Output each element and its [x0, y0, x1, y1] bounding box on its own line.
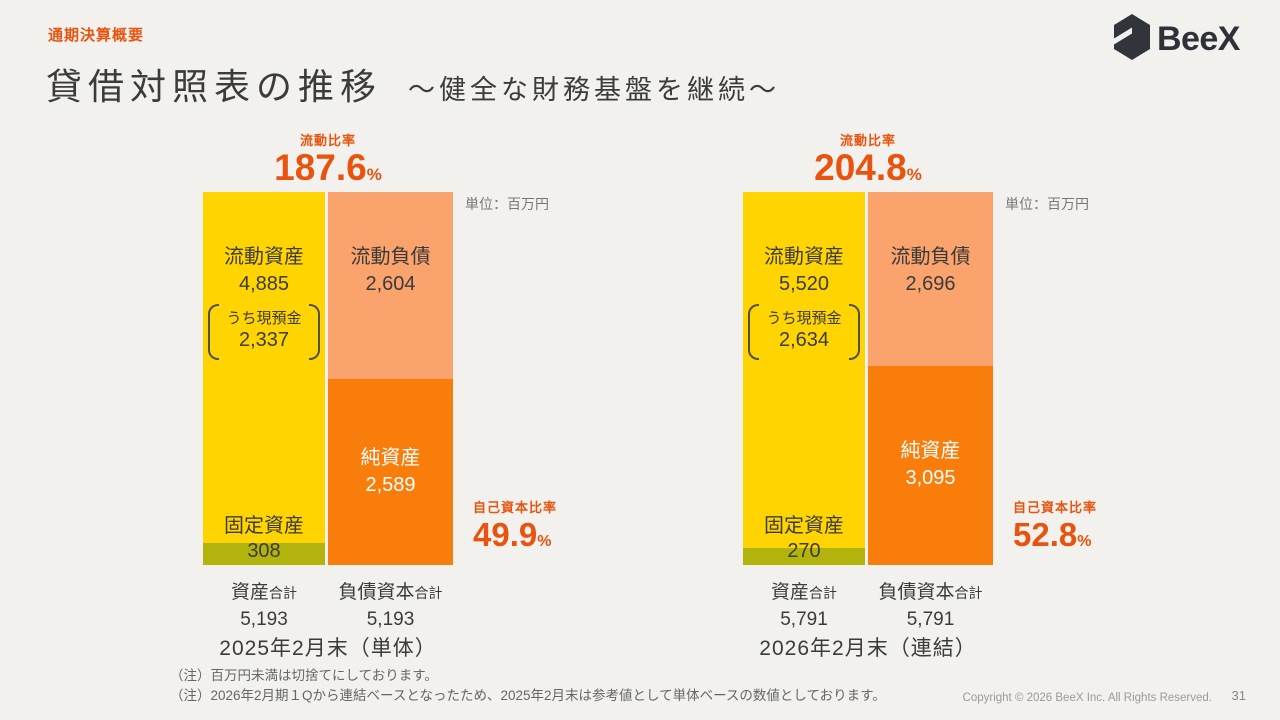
current-assets-value: 5,520 [778, 273, 830, 295]
fixed-assets-labels: 固定資産 270 [743, 514, 865, 564]
cash-value: 2,337 [238, 329, 290, 351]
assets-total-suffix: 合計 [809, 585, 837, 601]
liabilities-total-label: 負債資本 [878, 582, 955, 603]
current-assets-label: 流動資産 [764, 246, 844, 268]
liabilities-bar: 純資産 2,589 流動負債 2,604 [328, 192, 453, 565]
current-assets-label: 流動資産 [224, 246, 304, 268]
net-assets-value: 2,589 [365, 474, 416, 496]
assets-total-value: 5,193 [240, 609, 288, 630]
page-subtitle: ～健全な財務基盤を継続～ [408, 75, 781, 105]
liabilities-bar: 純資産 3,095 流動負債 2,696 [868, 192, 993, 565]
chart-caption: 2026年2月末（連結） [759, 637, 977, 660]
beex-logo-text: BeeX [1156, 20, 1241, 58]
assets-total-suffix: 合計 [269, 585, 297, 601]
current-liabilities-segment [868, 192, 993, 366]
current-ratio-label: 流動比率 [839, 133, 896, 148]
liabilities-total: 負債資本合計 5,193 [328, 577, 453, 631]
percent-sign: % [906, 165, 922, 184]
current-assets-value: 4,885 [238, 273, 290, 295]
net-assets-segment: 純資産 3,095 [868, 365, 993, 565]
equity-ratio-block: 自己資本比率 52.8% [1013, 497, 1097, 554]
net-assets-segment: 純資産 2,589 [328, 379, 453, 565]
equity-ratio-label: 自己資本比率 [473, 500, 558, 515]
cash-bracket-block: うち現預金 2,634 [748, 304, 860, 360]
assets-total-label: 資産 [770, 582, 809, 603]
fixed-assets-label: 固定資産 [224, 515, 304, 537]
assets-total: 資産合計 5,791 [743, 577, 865, 631]
fixed-assets-label: 固定資産 [764, 515, 844, 537]
footnote-2: （注）2026年2月期１Qから連結ベースとなったため、2025年2月末は参考値と… [170, 688, 886, 703]
assets-total: 資産合計 5,193 [203, 577, 325, 631]
equity-ratio-block: 自己資本比率 49.9% [473, 497, 557, 554]
page-number: 31 [1231, 688, 1246, 703]
stacked-bars: 流動資産 5,520 うち現預金 2,634 固定資産 270 純資産 3,09… [743, 192, 993, 565]
footnotes: （注）百万円未満は切捨てにしております。 （注）2026年2月期１Qから連結ベー… [170, 666, 886, 706]
stacked-bars: 流動資産 4,885 うち現預金 2,337 固定資産 308 純資産 2,58… [203, 192, 453, 565]
cash-bracket-block: うち現預金 2,337 [208, 304, 320, 360]
cash-label: うち現預金 [766, 310, 842, 327]
current-liabilities-label: 流動負債 [890, 246, 971, 268]
cash-label: うち現預金 [226, 310, 302, 327]
equity-ratio-value: 52.8% [1013, 516, 1092, 553]
beex-logo: BeeX [1112, 14, 1241, 65]
unit-label: 単位：百万円 [1005, 196, 1089, 212]
current-ratio-value: 204.8% [814, 147, 922, 188]
current-liabilities-value: 2,696 [905, 273, 956, 295]
current-ratio-block: 流動比率 187.6% [203, 130, 453, 188]
liabilities-total-label: 負債資本 [338, 582, 415, 603]
unit-label: 単位：百万円 [465, 196, 549, 212]
section-label: 通期決算概要 [48, 27, 145, 44]
current-assets-segment [203, 192, 325, 543]
chart-caption: 2025年2月末（単体） [219, 637, 437, 660]
chart-group-2025: 流動比率 187.6% 単位：百万円 流動資産 4,885 うち現預金 2,33… [203, 130, 556, 660]
liabilities-total: 負債資本合計 5,791 [868, 577, 993, 631]
fixed-assets-value: 308 [247, 540, 281, 562]
net-assets-label: 純資産 [900, 440, 961, 463]
current-liabilities-label: 流動負債 [350, 246, 431, 268]
assets-total-label: 資産 [230, 582, 269, 603]
percent-sign: % [537, 533, 552, 550]
assets-bar: 流動資産 4,885 うち現預金 2,337 固定資産 308 [203, 192, 325, 565]
liabilities-total-suffix: 合計 [954, 585, 983, 601]
totals-row: 資産合計 5,193 負債資本合計 5,193 [203, 577, 453, 631]
current-ratio-value: 187.6% [274, 147, 382, 188]
net-assets-label: 純資産 [360, 447, 421, 469]
chart-group-2026: 流動比率 204.8% 単位：百万円 流動資産 5,520 うち現預金 2,63… [743, 130, 1096, 660]
copyright: Copyright © 2026 BeeX Inc. All Rights Re… [962, 692, 1212, 704]
liabilities-total-suffix: 合計 [414, 585, 443, 601]
current-assets-labels: 流動資産 4,885 [203, 244, 325, 298]
current-ratio-block: 流動比率 204.8% [743, 130, 993, 188]
current-liabilities-segment [328, 192, 453, 380]
current-assets-segment [743, 192, 865, 548]
net-assets-value: 3,095 [905, 467, 956, 490]
footnote-1: （注）百万円未満は切捨てにしております。 [170, 668, 438, 683]
totals-row: 資産合計 5,791 負債資本合計 5,791 [743, 577, 993, 631]
liabilities-total-value: 5,193 [366, 609, 415, 630]
current-ratio-label: 流動比率 [299, 133, 356, 148]
fixed-assets-value: 270 [787, 540, 821, 562]
current-liabilities-labels: 流動負債 2,696 [868, 244, 993, 298]
equity-ratio-value: 49.9% [473, 516, 552, 553]
current-liabilities-labels: 流動負債 2,604 [328, 244, 453, 298]
current-assets-labels: 流動資産 5,520 [743, 244, 865, 298]
liabilities-total-value: 5,791 [906, 609, 955, 630]
current-liabilities-value: 2,604 [365, 273, 416, 295]
assets-bar: 流動資産 5,520 うち現預金 2,634 固定資産 270 [743, 192, 865, 565]
equity-ratio-label: 自己資本比率 [1013, 500, 1098, 515]
fixed-assets-labels: 固定資産 308 [203, 514, 325, 564]
cash-value: 2,634 [778, 329, 830, 351]
title-row: 貸借対照表の推移 ～健全な財務基盤を継続～ [46, 58, 780, 110]
beex-hexagon-icon [1112, 14, 1152, 65]
percent-sign: % [366, 165, 382, 184]
percent-sign: % [1077, 533, 1092, 550]
assets-total-value: 5,791 [780, 609, 828, 630]
fixed-assets-segment [743, 547, 865, 565]
fixed-assets-segment [203, 542, 325, 565]
page-title: 貸借対照表の推移 [46, 66, 383, 107]
